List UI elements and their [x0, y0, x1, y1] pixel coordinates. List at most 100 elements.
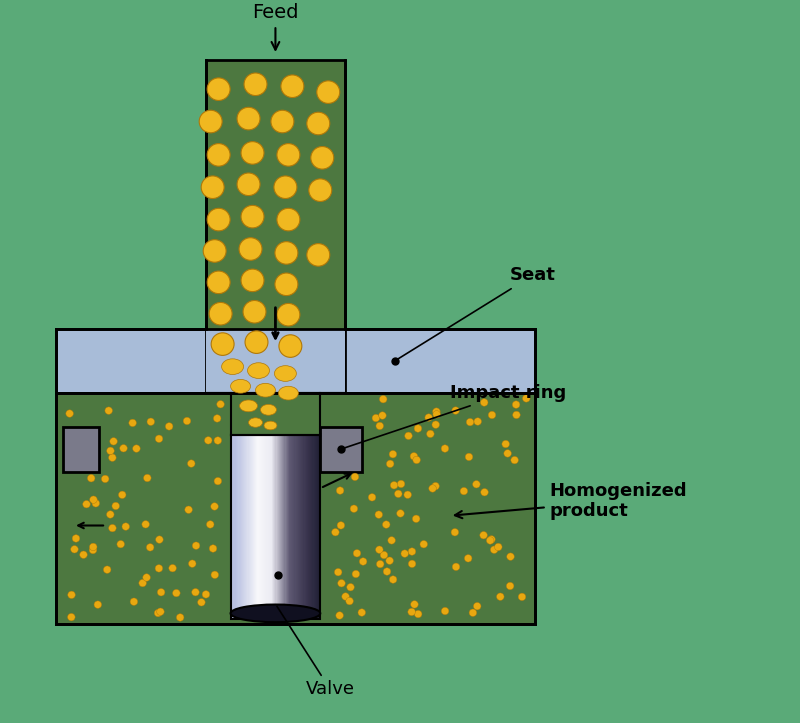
Bar: [206, 60, 345, 374]
Circle shape: [90, 543, 97, 551]
Bar: [242, 435, 243, 619]
Circle shape: [336, 612, 343, 619]
Bar: [309, 435, 310, 619]
Circle shape: [214, 477, 222, 485]
Circle shape: [413, 456, 420, 463]
Bar: [289, 435, 290, 619]
Bar: [317, 435, 318, 619]
Circle shape: [473, 481, 480, 488]
Circle shape: [241, 205, 264, 228]
Ellipse shape: [264, 422, 277, 429]
Bar: [282, 435, 283, 619]
Bar: [230, 435, 320, 619]
Bar: [238, 435, 240, 619]
Circle shape: [277, 208, 300, 231]
Text: Impact ring: Impact ring: [344, 384, 566, 448]
Circle shape: [346, 583, 354, 591]
Circle shape: [72, 535, 80, 542]
Bar: [271, 435, 272, 619]
Bar: [269, 435, 270, 619]
Circle shape: [118, 491, 126, 499]
Circle shape: [433, 408, 440, 415]
Circle shape: [237, 173, 260, 195]
Bar: [278, 435, 280, 619]
Circle shape: [214, 437, 222, 444]
Circle shape: [143, 474, 151, 482]
Circle shape: [156, 536, 163, 543]
Circle shape: [106, 447, 114, 455]
Circle shape: [185, 506, 192, 513]
Bar: [292, 435, 294, 619]
Circle shape: [106, 510, 114, 518]
Circle shape: [203, 240, 226, 262]
Circle shape: [414, 610, 422, 617]
Circle shape: [129, 419, 136, 427]
Circle shape: [202, 591, 210, 598]
Bar: [236, 435, 238, 619]
Bar: [310, 435, 312, 619]
Circle shape: [173, 589, 180, 596]
Circle shape: [243, 301, 266, 323]
Ellipse shape: [255, 383, 275, 397]
Circle shape: [89, 547, 97, 554]
Circle shape: [378, 412, 386, 419]
Circle shape: [386, 557, 394, 565]
Circle shape: [334, 568, 342, 576]
Circle shape: [466, 453, 473, 461]
Text: Feed: Feed: [252, 4, 298, 50]
Ellipse shape: [230, 604, 320, 623]
Bar: [314, 435, 316, 619]
Circle shape: [451, 529, 458, 536]
Circle shape: [211, 333, 234, 356]
Circle shape: [155, 435, 163, 442]
Circle shape: [275, 241, 298, 264]
Bar: [253, 435, 254, 619]
Bar: [300, 435, 302, 619]
Circle shape: [504, 450, 511, 457]
Circle shape: [241, 269, 264, 291]
Circle shape: [317, 81, 340, 103]
Bar: [63, 427, 99, 471]
Circle shape: [382, 521, 390, 529]
Circle shape: [502, 440, 510, 448]
Ellipse shape: [239, 400, 258, 412]
Bar: [277, 435, 278, 619]
Circle shape: [192, 589, 199, 596]
Circle shape: [94, 601, 102, 608]
Bar: [267, 435, 269, 619]
Circle shape: [380, 552, 388, 559]
Circle shape: [109, 454, 116, 461]
Circle shape: [358, 609, 366, 616]
Circle shape: [342, 593, 350, 600]
Circle shape: [66, 410, 74, 417]
Circle shape: [398, 480, 405, 487]
Bar: [234, 435, 235, 619]
Circle shape: [309, 179, 332, 202]
Circle shape: [379, 395, 387, 403]
Bar: [316, 435, 318, 619]
Circle shape: [486, 536, 494, 544]
Bar: [230, 393, 320, 435]
Bar: [241, 435, 242, 619]
Circle shape: [189, 560, 196, 568]
Circle shape: [433, 411, 441, 418]
Bar: [307, 435, 308, 619]
Bar: [258, 435, 260, 619]
Bar: [319, 435, 321, 619]
Circle shape: [139, 579, 146, 587]
Circle shape: [490, 546, 498, 553]
Circle shape: [336, 487, 344, 495]
Bar: [56, 393, 534, 623]
Circle shape: [307, 112, 330, 134]
Circle shape: [201, 176, 224, 199]
Ellipse shape: [261, 404, 277, 415]
Circle shape: [346, 597, 354, 605]
Circle shape: [376, 422, 383, 429]
Circle shape: [506, 582, 514, 590]
Circle shape: [359, 557, 367, 565]
Circle shape: [110, 437, 118, 445]
Circle shape: [207, 78, 230, 100]
Circle shape: [390, 576, 397, 583]
Bar: [294, 435, 296, 619]
Circle shape: [241, 142, 264, 164]
